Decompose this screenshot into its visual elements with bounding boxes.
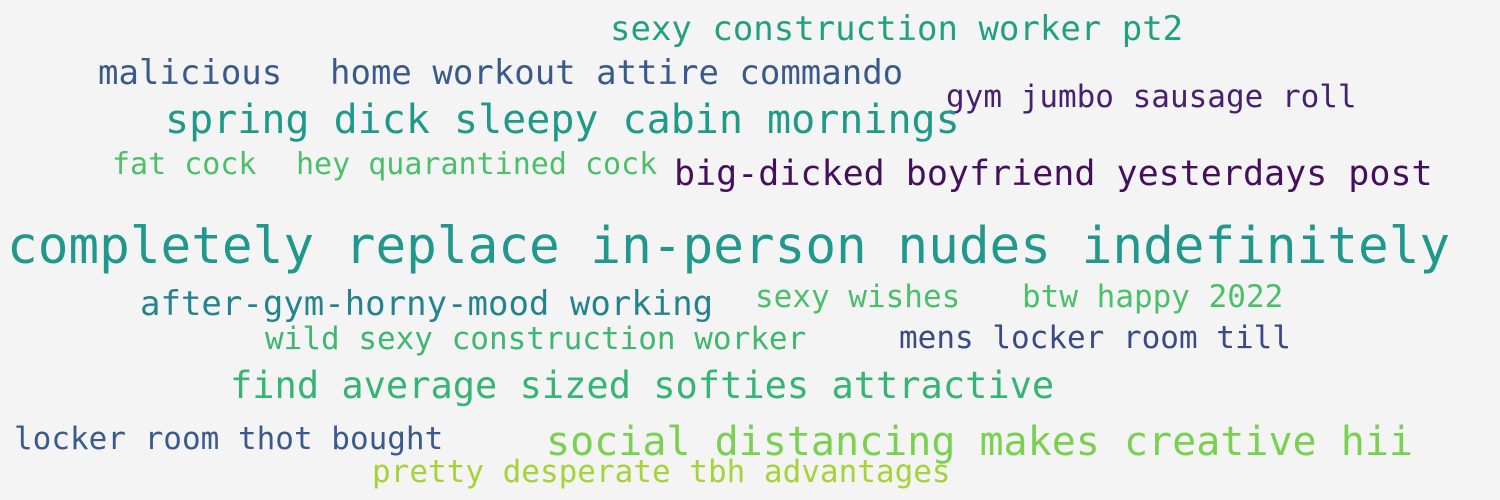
word-malicious: malicious xyxy=(98,53,283,93)
word-spring-dick-sleepy-cabin-mornings: spring dick sleepy cabin mornings xyxy=(165,97,960,143)
word-big-dicked-boyfriend-yesterdays-post: big-dicked boyfriend yesterdays post xyxy=(674,154,1433,194)
word-fat-cock: fat cock xyxy=(112,147,257,182)
word-social-distancing-makes-creative-hii: social distancing makes creative hii xyxy=(546,419,1413,465)
word-wild-sexy-construction-worker: wild sexy construction worker xyxy=(265,321,807,357)
word-btw-happy-2022: btw happy 2022 xyxy=(1022,279,1284,315)
word-sexy-construction-worker-pt2: sexy construction worker pt2 xyxy=(610,9,1184,49)
word-sexy-wishes: sexy wishes xyxy=(755,279,961,315)
word-after-gym-horny-mood-working: after-gym-horny-mood working xyxy=(140,284,714,324)
word-find-average-sized-softies-attractive: find average sized softies attractive xyxy=(230,364,1055,407)
word-locker-room-thot-bought: locker room thot bought xyxy=(14,421,444,457)
word-home-workout-attire-commando: home workout attire commando xyxy=(330,53,904,93)
word-completely-replace-in-person-nudes-indefinitely: completely replace in-person nudes indef… xyxy=(7,217,1451,276)
word-pretty-desperate-tbh-advantages: pretty desperate tbh advantages xyxy=(372,454,951,490)
word-mens-locker-room-till: mens locker room till xyxy=(899,320,1291,356)
word-gym-jumbo-sausage-roll: gym jumbo sausage roll xyxy=(946,79,1357,115)
word-hey-quarantined-cock: hey quarantined cock xyxy=(296,147,658,182)
